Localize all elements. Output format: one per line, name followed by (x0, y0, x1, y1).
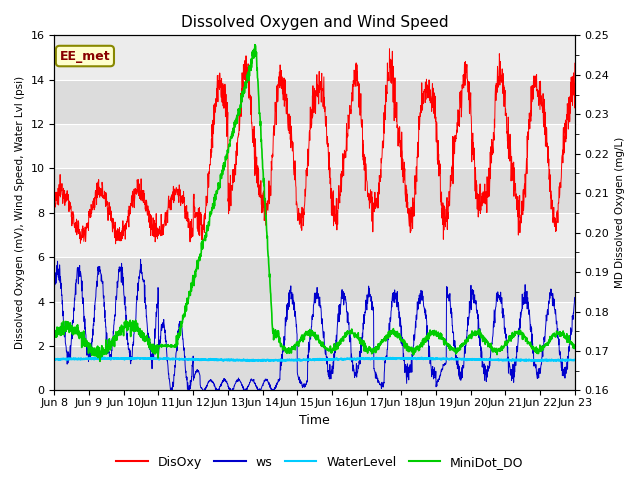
Bar (54, 80, 575, 124)
Bar (54, 301, 575, 346)
Bar (54, 213, 575, 257)
Y-axis label: MD Dissolved Oxygen (mg/L): MD Dissolved Oxygen (mg/L) (615, 137, 625, 288)
Bar (54, 346, 575, 390)
Title: Dissolved Oxygen and Wind Speed: Dissolved Oxygen and Wind Speed (181, 15, 449, 30)
Text: EE_met: EE_met (60, 49, 110, 62)
Bar (54, 168, 575, 213)
X-axis label: Time: Time (300, 414, 330, 427)
Legend: DisOxy, ws, WaterLevel, MiniDot_DO: DisOxy, ws, WaterLevel, MiniDot_DO (111, 451, 529, 474)
Bar (54, 36, 575, 80)
Y-axis label: Dissolved Oxygen (mV), Wind Speed, Water Lvl (psi): Dissolved Oxygen (mV), Wind Speed, Water… (15, 76, 25, 349)
Bar (54, 124, 575, 168)
Bar (54, 257, 575, 301)
